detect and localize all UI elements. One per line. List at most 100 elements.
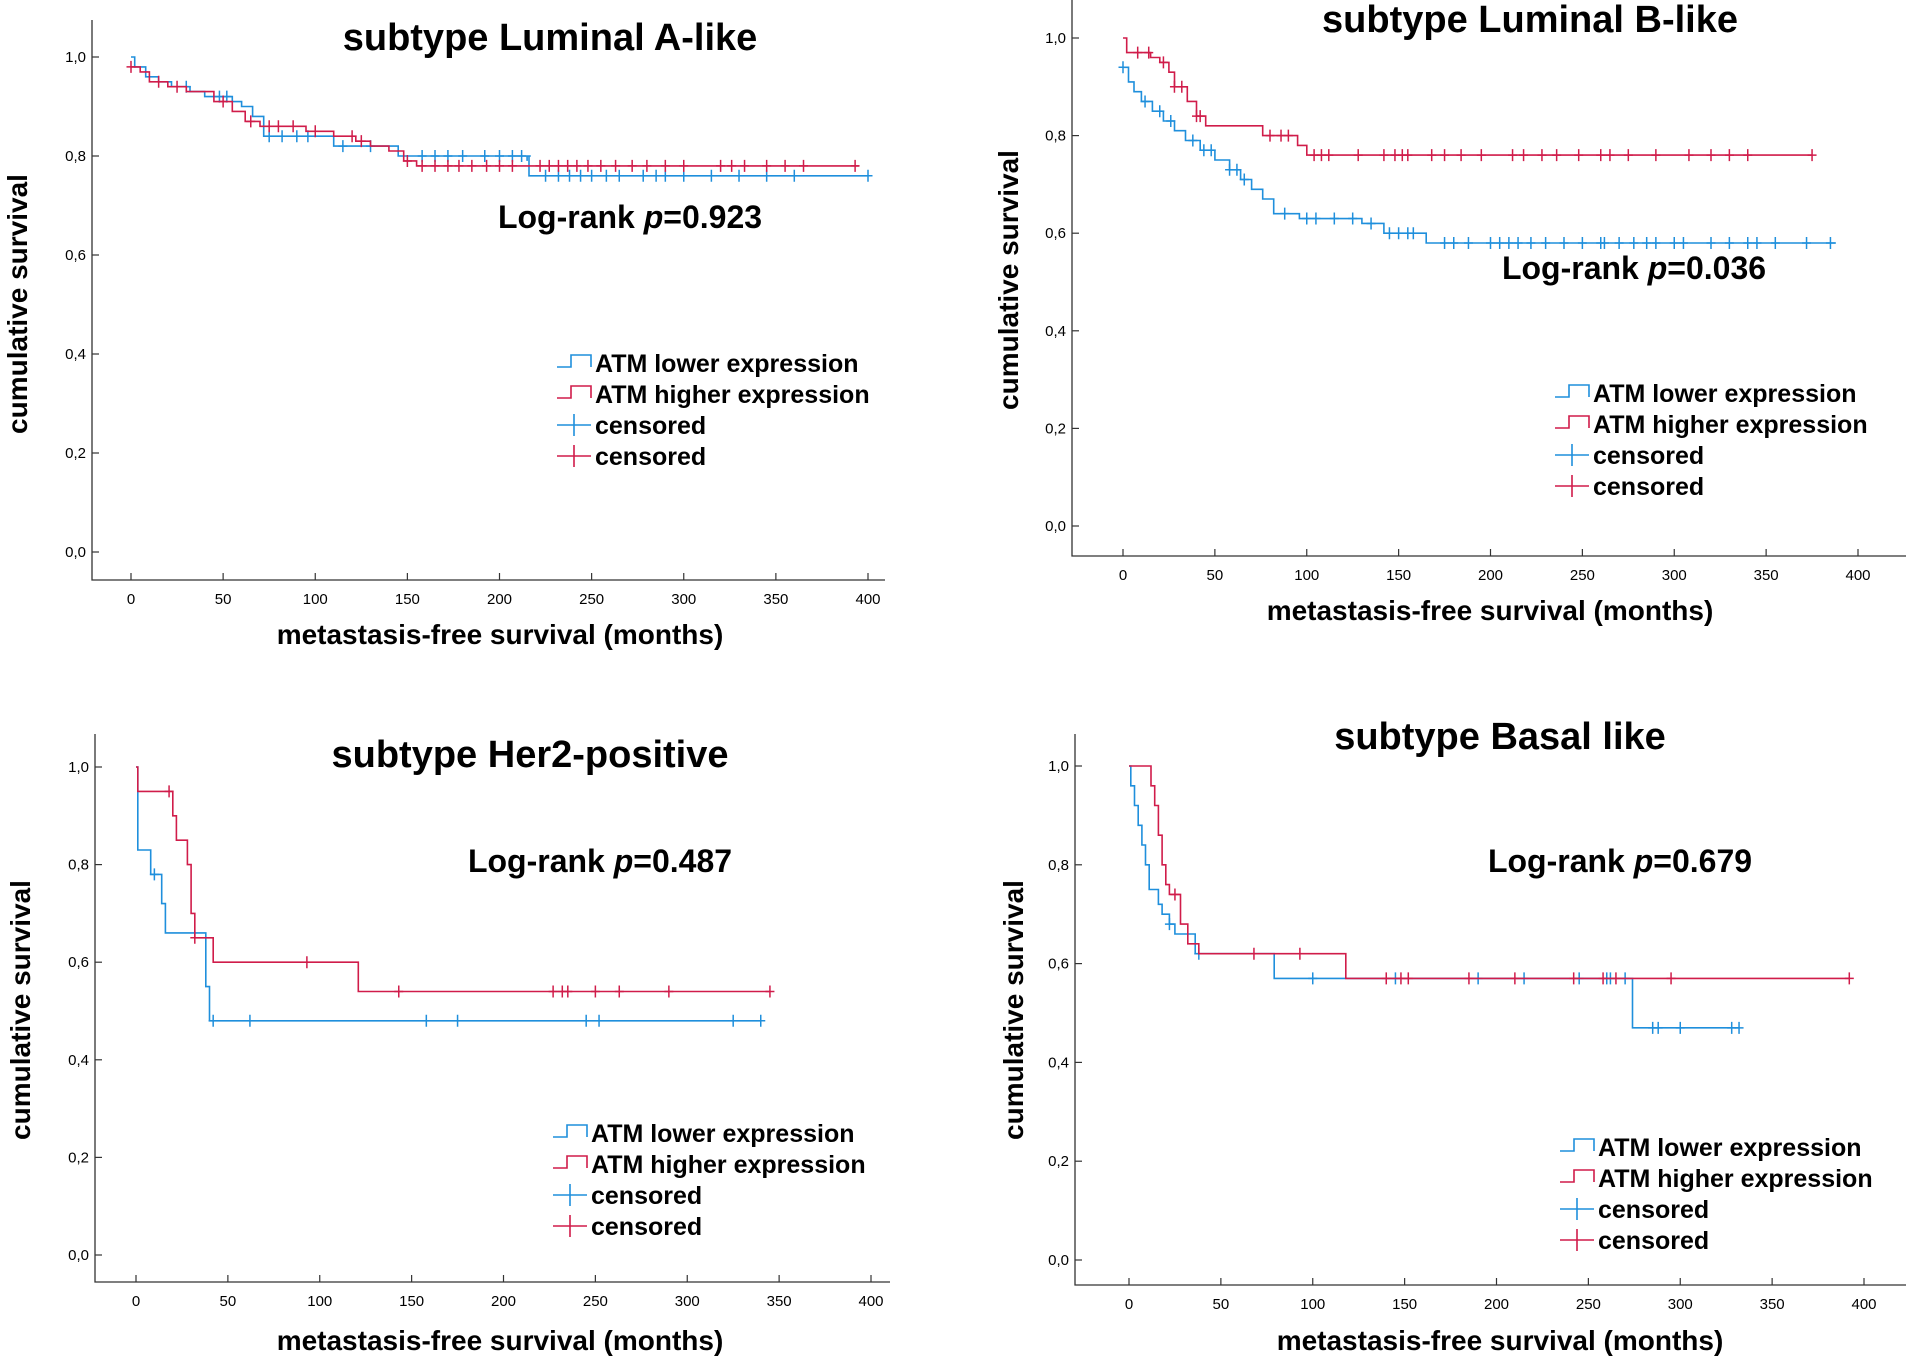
series-high-line xyxy=(1129,765,1850,980)
x-tick-label: 350 xyxy=(767,1293,792,1310)
legend-label: censored xyxy=(595,412,706,440)
censor-mark xyxy=(1844,972,1854,985)
censor-mark xyxy=(762,159,772,172)
x-tick-label: 350 xyxy=(763,591,788,608)
censor-mark xyxy=(1513,236,1523,249)
x-tick-label: 300 xyxy=(1662,567,1687,584)
censor-mark xyxy=(727,159,737,172)
legend-censor-swatch xyxy=(1555,475,1589,497)
legend: ATM lower expression ATM higher expressio… xyxy=(557,350,870,471)
x-tick-label: 300 xyxy=(671,591,696,608)
censor-mark xyxy=(264,120,274,133)
y-tick-label: 0,4 xyxy=(1045,323,1066,340)
km-panel-top-right: 0,0 0,2 0,4 0,6 0,8 1,0 0 50 100 150 200 250 300 350 4… xyxy=(993,0,1906,626)
y-tick-label: 0,2 xyxy=(1048,1153,1069,1170)
censor-mark xyxy=(541,169,551,182)
y-tick-label: 0,8 xyxy=(65,148,86,165)
censor-mark xyxy=(495,159,504,172)
censor-mark xyxy=(1504,236,1514,249)
logrank-p-symbol: p xyxy=(613,843,634,879)
censor-mark xyxy=(756,1014,766,1027)
km-panel-bottom-right: 0,0 0,2 0,4 0,6 0,8 1,0 0 50 100 150 200 250 300 350 4… xyxy=(998,716,1906,1356)
censor-mark xyxy=(1206,144,1216,157)
censor-mark xyxy=(482,159,492,172)
censor-mark xyxy=(172,80,182,93)
censor-mark xyxy=(734,169,744,182)
legend-label: ATM lower expression xyxy=(1593,380,1857,408)
censor-mark xyxy=(1118,61,1128,74)
censor-mark xyxy=(454,159,464,172)
x-tick-label: 250 xyxy=(1576,1296,1601,1313)
legend-line-swatch xyxy=(1555,384,1590,398)
censor-mark xyxy=(563,985,573,998)
censor-mark xyxy=(1440,149,1450,162)
y-tick-label: 0,2 xyxy=(68,1149,89,1166)
legend-label: ATM lower expression xyxy=(591,1120,855,1148)
censor-mark xyxy=(1605,149,1615,162)
censor-mark xyxy=(1403,149,1413,162)
y-tick-label: 1,0 xyxy=(68,759,89,776)
legend: ATM lower expression ATM higher expressio… xyxy=(1555,380,1868,501)
legend-censor-swatch xyxy=(553,1215,587,1237)
censor-mark xyxy=(208,1014,218,1027)
censor-mark xyxy=(246,115,256,128)
logrank-annotation: Log-rank p=0.487 xyxy=(468,843,732,879)
legend-censor-swatch xyxy=(1555,444,1589,466)
censor-mark xyxy=(1569,972,1579,985)
censor-mark xyxy=(765,985,775,998)
series-low-line xyxy=(1129,765,1739,1029)
y-axis-label: cumulative survival xyxy=(5,880,36,1140)
logrank-prefix: Log-rank xyxy=(468,843,614,879)
censor-mark xyxy=(517,150,527,162)
censor-mark xyxy=(126,60,136,73)
x-tick-label: 400 xyxy=(855,591,880,608)
x-tick-label: 300 xyxy=(675,1293,700,1310)
censor-mark xyxy=(430,159,440,172)
y-tick-label: 1,0 xyxy=(1045,30,1066,47)
logrank-p-value: =0.487 xyxy=(633,843,732,879)
censor-mark xyxy=(1311,212,1321,225)
censor-mark xyxy=(149,868,159,881)
y-tick-label: 0,6 xyxy=(68,954,89,971)
censor-mark xyxy=(780,159,790,172)
x-tick-label: 100 xyxy=(1294,567,1319,584)
censor-mark xyxy=(1265,129,1275,142)
x-tick-label: 0 xyxy=(132,1293,140,1310)
y-tick-label: 1,0 xyxy=(1048,758,1069,775)
y-tick-label: 0,6 xyxy=(1048,956,1069,973)
y-tick-label: 0,4 xyxy=(65,346,86,363)
censor-mark xyxy=(288,120,298,133)
x-tick-label: 350 xyxy=(1754,567,1779,584)
x-tick-label: 400 xyxy=(858,1293,883,1310)
censor-mark xyxy=(1239,173,1249,186)
x-tick-label: 0 xyxy=(1119,567,1127,584)
y-tick-label: 0,6 xyxy=(1045,225,1066,242)
legend-censor-swatch xyxy=(1560,1229,1594,1251)
legend-label: ATM higher expression xyxy=(1593,411,1868,439)
legend-label: censored xyxy=(595,443,706,471)
censor-mark xyxy=(402,154,412,167)
axis-frame xyxy=(1071,0,1906,557)
censor-mark xyxy=(1166,114,1176,127)
logrank-p-value: =0.036 xyxy=(1667,250,1766,286)
censor-mark xyxy=(1599,236,1609,249)
censor-mark xyxy=(614,985,624,998)
x-tick-label: 250 xyxy=(1570,567,1595,584)
censor-mark xyxy=(1596,149,1606,162)
censor-mark xyxy=(1195,110,1205,123)
censor-mark xyxy=(1684,149,1694,162)
axis-frame xyxy=(94,734,890,1283)
censor-mark xyxy=(190,931,200,944)
x-tick-label: 300 xyxy=(1668,1296,1693,1313)
censor-mark xyxy=(1449,236,1459,249)
censor-mark xyxy=(583,159,593,172)
censor-mark xyxy=(1743,149,1753,162)
censor-mark xyxy=(1651,236,1661,249)
legend-label: censored xyxy=(1598,1196,1709,1224)
chart-title: subtype Luminal A-like xyxy=(343,17,758,59)
censor-mark xyxy=(1476,149,1486,162)
censor-mark xyxy=(1456,149,1466,162)
censor-mark xyxy=(1611,972,1621,985)
censor-mark xyxy=(614,169,624,182)
